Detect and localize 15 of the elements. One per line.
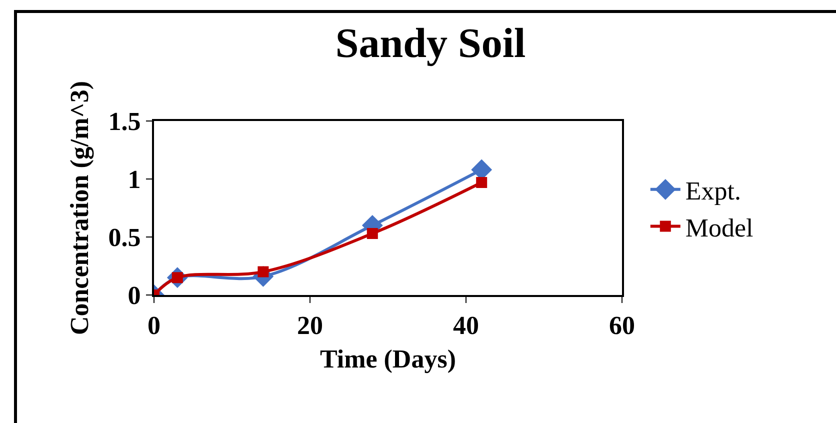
point <box>476 176 488 188</box>
x-axis-title: Time (Days) <box>320 344 456 374</box>
y-tick-label: 1.5 <box>108 107 141 136</box>
x-tick-label: 0 <box>148 311 160 340</box>
y-tick-label: 0.5 <box>108 223 141 252</box>
x-tick-label: 60 <box>609 311 635 340</box>
y-tick-label: 0 <box>128 281 141 310</box>
x-tick-label: 40 <box>453 311 479 340</box>
chart-title: Sandy Soil <box>335 21 526 67</box>
legend-label: Model <box>685 213 754 242</box>
x-tick-label: 20 <box>297 311 323 340</box>
y-tick-label: 1 <box>128 165 141 194</box>
point <box>366 228 378 240</box>
y-axis-title: Concentration (g/m^3) <box>65 80 94 336</box>
legend-label: Expt. <box>685 176 742 206</box>
